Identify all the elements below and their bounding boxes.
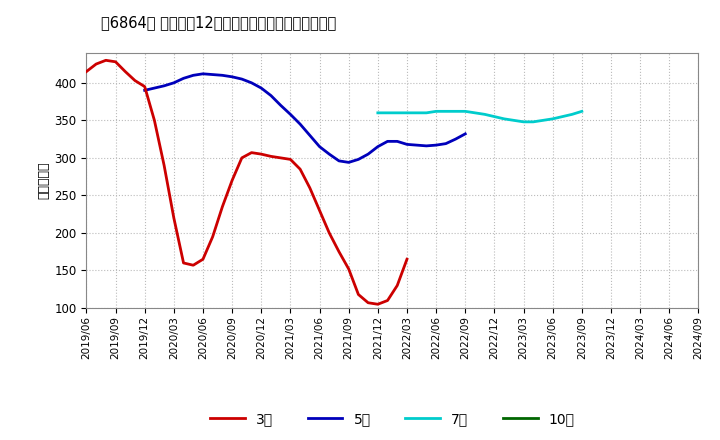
Text: ［6864］ 経常利益12か月移動合計の標準偏差の推移: ［6864］ 経常利益12か月移動合計の標準偏差の推移 [101,15,336,30]
3年 [383,298,392,303]
7年 [422,110,431,115]
Y-axis label: （百万円）: （百万円） [37,161,50,199]
5年 [335,158,343,164]
5年 [422,143,431,149]
Line: 5年: 5年 [145,74,465,162]
Line: 7年: 7年 [378,111,582,122]
5年 [160,83,168,88]
3年 [335,249,343,254]
7年 [383,110,392,115]
Legend: 3年, 5年, 7年, 10年: 3年, 5年, 7年, 10年 [210,412,575,426]
3年 [160,163,168,168]
Line: 3年: 3年 [86,60,407,304]
7年 [480,112,489,117]
7年 [471,110,480,115]
5年 [383,139,392,144]
3年 [82,69,91,74]
